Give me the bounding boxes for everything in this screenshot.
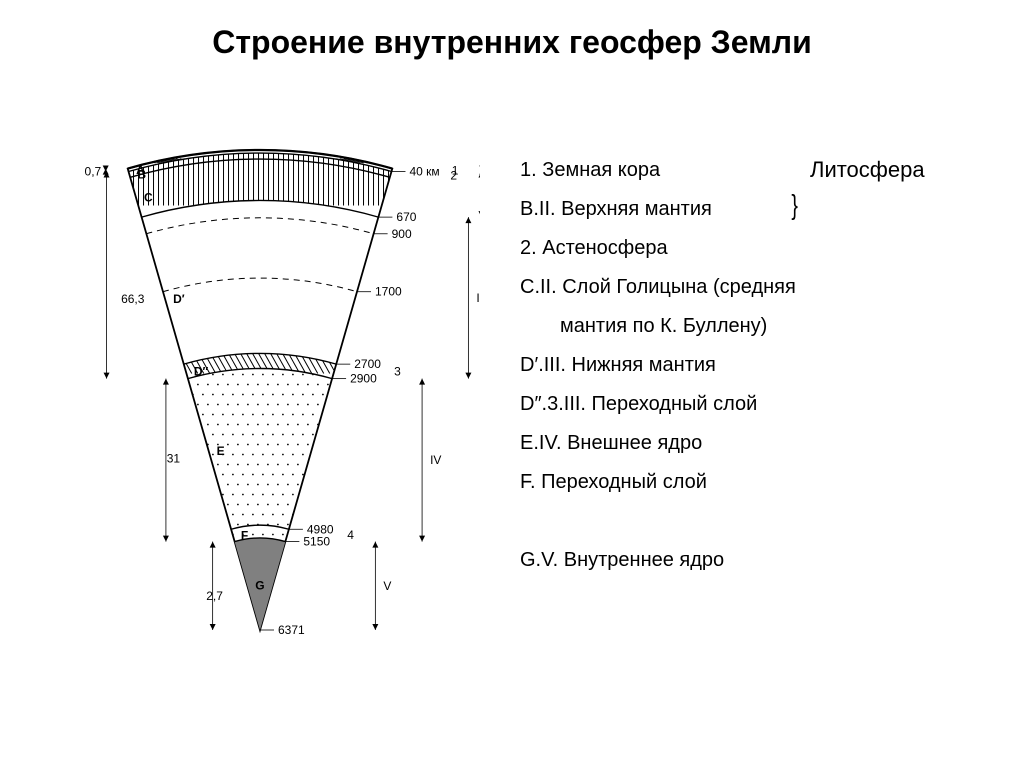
svg-text:G: G [255, 579, 264, 593]
svg-text:C: C [144, 191, 153, 205]
legend-item: G.V. Внутреннее ядро [520, 545, 980, 576]
page-title: Строение внутренних геосфер Земли [0, 24, 1024, 61]
earth-wedge-diagram: 40 км6709001700270029004980515063711234A… [40, 110, 480, 670]
legend-item: F. Переходный слой [520, 467, 980, 498]
svg-text:2,7: 2,7 [206, 589, 223, 603]
svg-text:V: V [383, 579, 391, 593]
svg-text:2: 2 [450, 168, 457, 182]
svg-text:F: F [241, 528, 248, 542]
svg-text:1700: 1700 [375, 285, 402, 299]
legend-item: мантия по К. Буллену) [520, 311, 980, 342]
legend-item: E.IV. Внешнее ядро [520, 428, 980, 459]
svg-text:66,3: 66,3 [121, 292, 145, 306]
brace-icon: } [791, 183, 798, 226]
svg-text:D′: D′ [173, 292, 185, 306]
legend-item [520, 506, 980, 537]
svg-text:2700: 2700 [354, 357, 381, 371]
svg-text:IV: IV [430, 453, 441, 467]
legend-item: D″.3.III. Переходный слой [520, 389, 980, 420]
lithosphere-label: Литосфера [810, 153, 925, 187]
svg-text:900: 900 [392, 227, 412, 241]
svg-text:III: III [476, 291, 480, 305]
svg-text:5150: 5150 [303, 535, 330, 549]
legend: Литосфера } 1. Земная кораB.II. Верхняя … [520, 155, 980, 584]
svg-text:4: 4 [347, 528, 354, 542]
svg-text:6371: 6371 [278, 623, 305, 637]
legend-item: C.II. Слой Голицына (средняя [520, 272, 980, 303]
legend-item: D′.III. Нижняя мантия [520, 350, 980, 381]
svg-text:31: 31 [167, 451, 181, 465]
svg-text:0,7: 0,7 [85, 164, 102, 178]
svg-text:D″: D″ [194, 364, 209, 378]
svg-text:670: 670 [396, 210, 416, 224]
legend-item: B.II. Верхняя мантия [520, 194, 980, 225]
svg-text:2900: 2900 [350, 372, 377, 386]
svg-text:3: 3 [394, 364, 401, 378]
svg-text:B: B [137, 167, 146, 181]
svg-text:E: E [217, 444, 225, 458]
svg-text:40 км: 40 км [409, 164, 439, 178]
legend-item: 2. Астеносфера [520, 233, 980, 264]
